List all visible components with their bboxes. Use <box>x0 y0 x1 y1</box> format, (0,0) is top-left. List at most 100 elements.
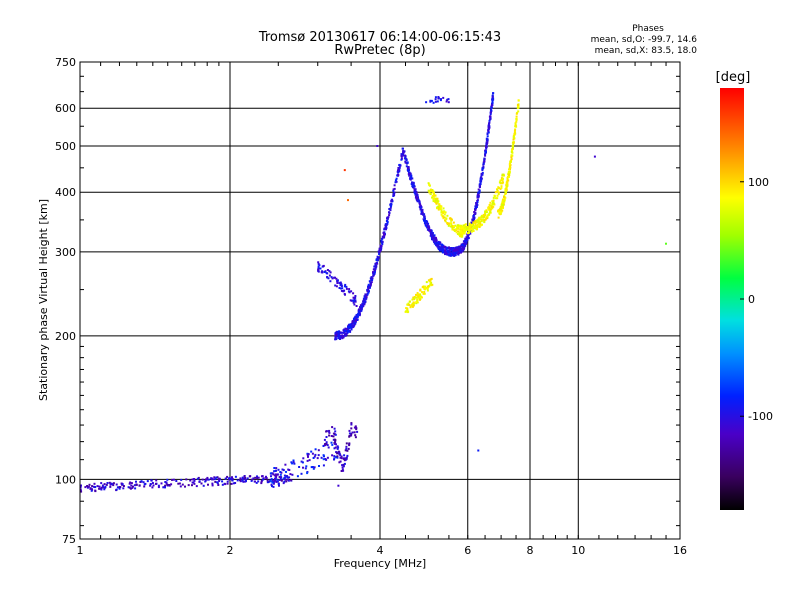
o-trace-point <box>321 265 324 268</box>
o-trace-point <box>431 237 434 239</box>
o-trace-point <box>477 192 480 195</box>
e-layer-point <box>108 481 111 484</box>
e-layer-point <box>191 484 193 487</box>
x-trace-point <box>427 285 430 288</box>
x-trace-point <box>406 309 409 312</box>
o-trace-point <box>381 240 384 243</box>
x-trace-point <box>499 208 502 211</box>
o-trace-point <box>355 314 358 317</box>
e-layer-point <box>254 476 257 479</box>
o-trace-point <box>482 163 485 165</box>
e-layer-point <box>270 475 272 478</box>
o-trace-point <box>436 243 439 246</box>
e-layer-point <box>279 477 282 480</box>
x-trace-point <box>416 298 419 301</box>
x-trace-point <box>503 198 506 201</box>
o-trace-point <box>392 188 395 191</box>
e-layer-point <box>143 483 146 486</box>
o-trace-point <box>444 253 446 255</box>
o-trace-point <box>489 117 492 120</box>
x-trace-point <box>427 182 430 185</box>
cluster-point <box>346 454 349 457</box>
x-tick-label: 16 <box>673 544 687 557</box>
cluster-point <box>348 444 351 447</box>
x-trace-point <box>463 229 466 232</box>
x-trace-point <box>512 138 515 141</box>
o-trace-point <box>409 172 412 175</box>
x-trace-point <box>497 216 500 219</box>
o-trace-point <box>485 144 488 147</box>
x-trace-point <box>459 232 462 235</box>
o-trace-point <box>333 276 336 279</box>
cluster-point <box>313 466 316 469</box>
colorbar-tick-label: 100 <box>748 176 769 189</box>
e-layer-point <box>157 484 160 487</box>
o-trace-point <box>354 315 357 318</box>
x-trace-point <box>458 232 461 235</box>
x-trace-point <box>413 298 416 301</box>
x-trace-point <box>497 191 500 194</box>
y-tick-label: 75 <box>62 533 76 546</box>
x-trace-point <box>417 295 420 298</box>
x-trace-point <box>510 158 513 161</box>
x-trace-point <box>415 296 418 299</box>
o-trace-point <box>349 324 352 327</box>
o-trace-point <box>334 284 337 287</box>
o-trace-point <box>379 250 381 253</box>
o-trace-point <box>411 185 414 188</box>
o-trace-point <box>358 308 360 311</box>
e-layer-point <box>128 482 131 485</box>
x-trace-point <box>488 212 491 215</box>
o-trace-point <box>439 249 442 252</box>
x-trace-point <box>441 211 444 214</box>
o-trace-point <box>329 271 332 274</box>
o-trace-point <box>400 155 403 158</box>
cluster-point <box>322 458 325 461</box>
e-layer-point <box>149 483 152 486</box>
o-trace-point <box>347 325 350 328</box>
o-trace-point <box>488 124 491 127</box>
e-layer-point <box>211 482 214 485</box>
cluster-point <box>348 432 351 435</box>
o-trace-point <box>486 135 489 138</box>
x-trace-point <box>504 191 507 194</box>
o-trace-point <box>329 280 332 283</box>
x-trace-point <box>428 183 431 186</box>
o-trace-point <box>336 282 339 284</box>
cluster-point <box>285 470 287 473</box>
o-trace-point <box>350 290 353 293</box>
cluster-point <box>277 468 280 471</box>
o-trace-point <box>393 187 396 190</box>
e-layer-point <box>105 483 108 486</box>
x-trace-point <box>451 228 454 231</box>
cluster-point <box>342 469 345 472</box>
o-trace-point <box>445 250 447 253</box>
o-trace-point <box>484 149 487 152</box>
o-trace-point <box>341 331 343 334</box>
cluster-point <box>288 469 291 471</box>
o-trace-point <box>490 106 493 109</box>
e-layer-point <box>221 483 224 486</box>
x-trace-point <box>469 226 472 229</box>
o-trace-point <box>385 227 388 230</box>
e-layer-point <box>280 479 283 482</box>
o-trace-point <box>342 290 345 293</box>
outlier-point <box>376 145 379 147</box>
o-trace-point <box>348 291 351 294</box>
x-trace-point <box>472 224 475 227</box>
o-trace-point <box>345 285 348 288</box>
x-trace-point <box>488 204 491 206</box>
e-layer-point <box>179 485 182 488</box>
x-trace-point <box>501 201 504 204</box>
x-tick-label: 10 <box>571 544 585 557</box>
x-trace-point <box>486 215 489 218</box>
cluster-point <box>333 447 336 450</box>
e-layer-point <box>93 482 96 485</box>
o-trace-point <box>334 335 337 338</box>
x-trace-point <box>505 183 508 186</box>
e-layer-point <box>196 477 199 480</box>
o-trace-point <box>317 261 320 264</box>
x-trace-point <box>460 235 463 238</box>
o-trace-point <box>448 246 450 249</box>
o-trace-point <box>389 205 392 208</box>
